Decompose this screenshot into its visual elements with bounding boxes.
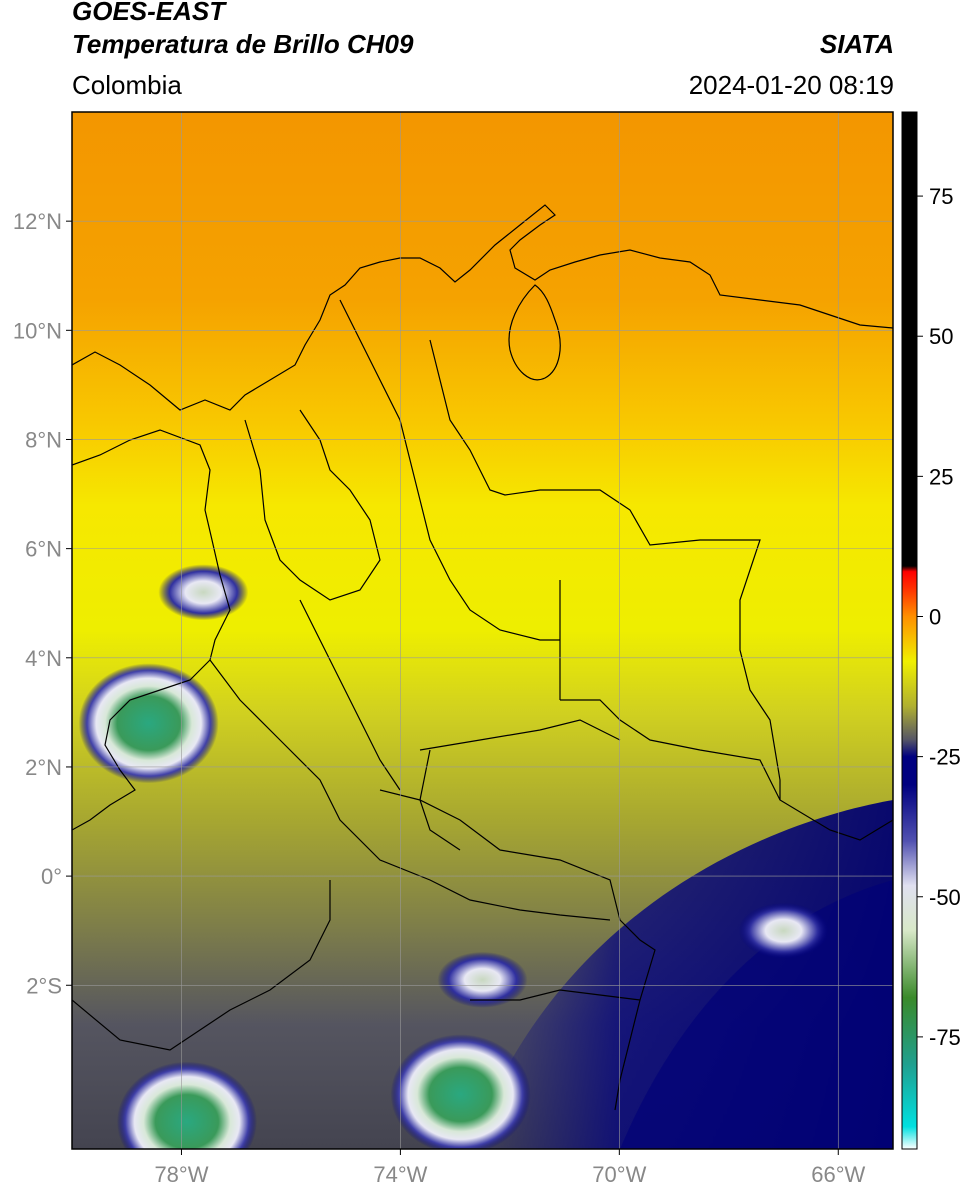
map-plot-area [72,112,893,1149]
border-ecuador-peru [72,880,331,1051]
department-lines-6 [419,749,461,851]
cloud-cell-4 [437,951,528,1008]
cloud-cell-2 [390,1034,531,1149]
lat-tick-label: 8°N [25,427,62,452]
graticule [72,112,893,1149]
colorbar-bar [901,111,918,1150]
lon-tick-label: 78°W [154,1162,208,1187]
border-colombia-brazil [560,699,893,841]
colorbar-tick-label: 75 [929,184,953,209]
agency-label: SIATA [819,29,894,59]
lat-tick-label: 2°S [26,973,62,998]
coastline-caribbean [72,204,893,411]
lat-tick-label: 2°N [25,755,62,780]
department-lines-1 [244,409,381,601]
timestamp-label: 2024-01-20 08:19 [688,70,894,100]
lat-tick-label: 10°N [13,318,62,343]
colorbar-tick-label: 50 [929,324,953,349]
department-lines-4 [419,719,621,751]
cloud-cell-1 [158,564,249,621]
cloud-cell-0 [78,663,219,784]
colorbar-tick-label: 25 [929,464,953,489]
lat-tick-label: 0° [41,864,62,889]
department-lines-3 [299,599,401,791]
colorbar: 75 50 25 0 -25 -50 -75 [901,111,961,1150]
colorbar-tick-label: -25 [929,745,961,770]
lat-tick-label: 12°N [13,209,62,234]
lon-tick-label: 70°W [592,1162,646,1187]
cloud-cell-3 [116,1061,257,1149]
cloud-cell-5 [738,902,829,959]
longitude-ticks: 78°W 74°W 70°W 66°W [154,1149,866,1187]
colorbar-ticks: 75 50 25 0 -25 -50 -75 [917,184,961,1050]
lon-tick-label: 74°W [373,1162,427,1187]
lon-tick-label: 66°W [811,1162,865,1187]
borders [72,204,893,1111]
coastline-pacific [72,429,231,831]
latitude-ticks: 12°N 10°N 8°N 6°N 4°N 2°N 0° 2°S [13,209,72,998]
lake-maracaibo [508,284,561,381]
satellite-title: GOES-EAST [72,0,226,26]
border-colombia-peru [379,789,656,1111]
lat-tick-label: 4°N [25,646,62,671]
lat-tick-label: 6°N [25,537,62,562]
department-lines-2 [339,299,560,641]
cloud-cells [78,564,829,1149]
region-label: Colombia [72,70,182,100]
map-frame [71,111,894,1150]
product-title: Temperatura de Brillo CH09 [72,29,414,59]
colorbar-tick-label: -50 [929,885,961,910]
colorbar-tick-label: -75 [929,1025,961,1050]
border-peru-brazil [470,989,641,1001]
border-colombia-ecuador [209,659,611,921]
border-colombia-venezuela [429,339,781,800]
colorbar-tick-label: 0 [929,604,941,629]
southeast-deep-region [620,880,893,1149]
